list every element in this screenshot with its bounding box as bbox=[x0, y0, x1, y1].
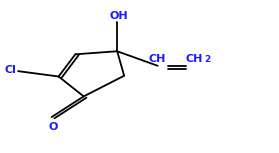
Text: OH: OH bbox=[109, 11, 128, 21]
Text: 2: 2 bbox=[205, 55, 211, 64]
Text: O: O bbox=[48, 122, 58, 132]
Text: Cl: Cl bbox=[5, 65, 17, 75]
Text: CH: CH bbox=[149, 54, 166, 64]
Text: CH: CH bbox=[185, 54, 203, 64]
